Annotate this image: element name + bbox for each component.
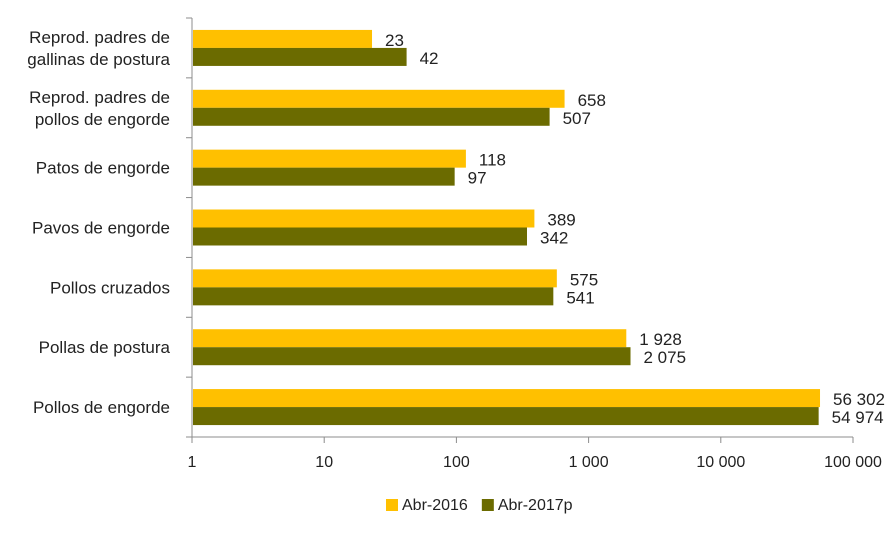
data-label: 2 075 (644, 348, 687, 367)
bar-abr-2016 (193, 209, 535, 228)
bar-abr-2017p (193, 107, 550, 126)
x-tick-label: 100 (443, 454, 470, 471)
bar-abr-2016 (193, 269, 557, 288)
data-label: 342 (540, 229, 568, 248)
x-tick-label: 100 000 (824, 454, 882, 471)
legend-label: Abr-2016 (402, 497, 468, 514)
data-label: 541 (566, 288, 594, 307)
legend-swatch (386, 499, 398, 511)
x-tick-label: 10 (315, 454, 333, 471)
data-label: 575 (570, 270, 598, 289)
legend-label: Abr-2017p (498, 497, 573, 514)
x-tick-label: 1 000 (569, 454, 609, 471)
category-label: Pollos de engorde (33, 398, 170, 417)
category-label: Reprod. padres de (29, 28, 170, 47)
data-label: 118 (479, 151, 506, 170)
category-label: Patos de engorde (36, 159, 170, 178)
category-label: gallinas de postura (27, 50, 170, 69)
bar-abr-2017p (193, 167, 455, 186)
category-label: Pollos cruzados (50, 278, 170, 297)
category-label: Pavos de engorde (32, 219, 170, 238)
legend: Abr-2016 Abr-2017p (386, 497, 573, 514)
bar-abr-2016 (193, 29, 373, 48)
data-label: 56 302 (833, 390, 885, 409)
bars-group (193, 29, 821, 426)
bar-abr-2017p (193, 407, 819, 426)
data-label: 54 974 (832, 408, 884, 427)
bar-abr-2016 (193, 149, 466, 168)
bar-abr-2017p (193, 227, 527, 246)
data-label: 42 (420, 49, 439, 68)
bar-abr-2016 (193, 329, 627, 348)
data-label: 23 (385, 31, 404, 50)
x-tick-label: 1 (188, 454, 197, 471)
data-label: 97 (468, 169, 487, 188)
category-label: Reprod. padres de (29, 88, 170, 107)
bar-abr-2017p (193, 47, 407, 66)
legend-swatch (481, 499, 494, 511)
data-label: 389 (547, 211, 575, 230)
bar-abr-2017p (193, 347, 631, 366)
data-label: 1 928 (639, 330, 682, 349)
data-label: 658 (578, 91, 606, 110)
bar-abr-2016 (193, 89, 565, 108)
labels-group: Reprod. padres de gallinas de postura Repr… (27, 28, 885, 427)
data-label: 507 (563, 109, 591, 128)
category-label: Pollas de postura (39, 338, 171, 357)
x-tick-label: 10 000 (696, 454, 745, 471)
category-label: pollos de engorde (35, 110, 170, 129)
bar-abr-2016 (193, 389, 821, 408)
axis-group: 1 10 100 1 000 10 000 100 000 (186, 17, 882, 471)
bar-abr-2017p (193, 287, 554, 306)
